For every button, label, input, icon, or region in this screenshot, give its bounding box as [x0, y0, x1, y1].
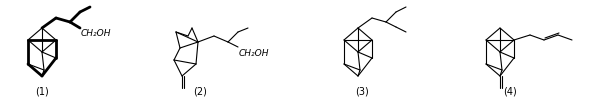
Text: CH₂OH: CH₂OH	[81, 29, 111, 38]
Text: (2): (2)	[193, 86, 207, 96]
Text: (4): (4)	[503, 86, 517, 96]
Text: CH₂OH: CH₂OH	[239, 49, 269, 58]
Text: (1): (1)	[35, 86, 49, 96]
Text: (3): (3)	[355, 86, 369, 96]
